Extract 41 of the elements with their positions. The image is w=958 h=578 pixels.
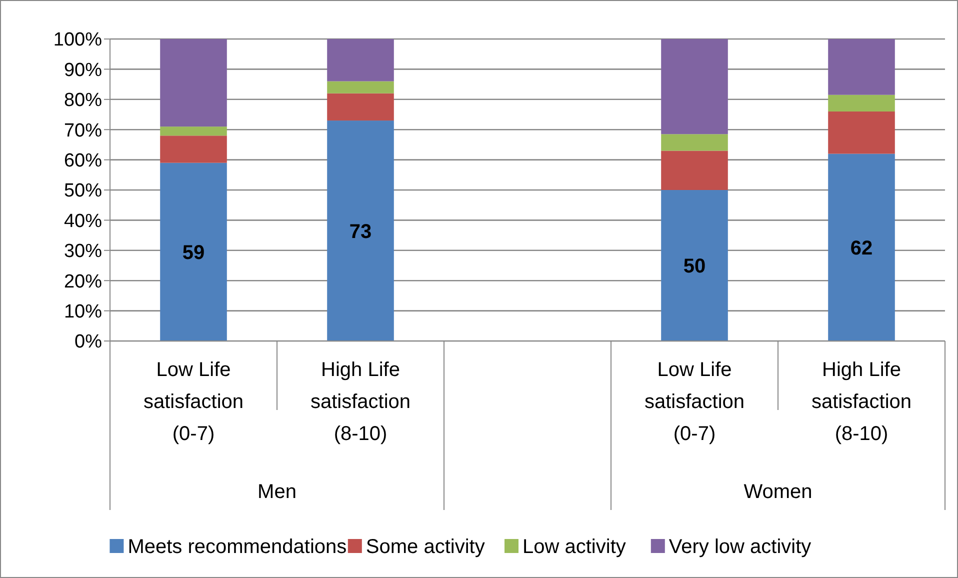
legend-label: Some activity (366, 536, 485, 558)
legend-label: Meets recommendations (128, 536, 347, 558)
bar (661, 39, 728, 134)
y-tick-label: 60% (64, 150, 102, 172)
text: Men (258, 481, 296, 503)
bar (327, 93, 394, 121)
y-tick-label: 80% (64, 90, 102, 112)
bar (160, 39, 227, 127)
data-label: 73 (349, 220, 372, 243)
bar (327, 120, 394, 341)
y-tick-label: 0% (74, 332, 102, 353)
y-tick-label: 70% (64, 120, 102, 142)
y-tick-label: 100% (53, 30, 102, 51)
y-tick-label: 20% (64, 271, 102, 292)
data-label: 59 (182, 242, 205, 264)
x-tick-label: Low Life satisfaction (0-7) (143, 359, 244, 445)
y-tick-label: 10% (64, 301, 102, 322)
bar (828, 154, 895, 341)
x-tick-label: High Life satisfaction (8-10) (310, 359, 411, 445)
bar (327, 39, 394, 82)
bar (327, 81, 394, 94)
text: Women (744, 481, 812, 503)
bar (661, 134, 728, 151)
legend-label: Very low activity (668, 536, 812, 558)
bar (828, 111, 895, 154)
y-tick-label: 90% (64, 60, 102, 81)
x-tick-label: High Life satisfaction (8-10) (811, 359, 912, 445)
y-tick-label: 40% (64, 210, 102, 232)
bar (160, 126, 227, 136)
bar (160, 136, 227, 163)
data-label: 50 (683, 256, 706, 278)
bar (160, 162, 227, 341)
data-label: 62 (850, 237, 873, 260)
y-tick-label: 30% (64, 241, 102, 262)
bar (828, 39, 895, 95)
x-tick-label: Low Life satisfaction (0-7) (644, 359, 745, 445)
y-tick-label: 50% (64, 180, 102, 202)
bar (661, 150, 728, 190)
legend-label: Low activity (522, 536, 626, 558)
bar (828, 94, 895, 112)
bar (661, 190, 728, 341)
